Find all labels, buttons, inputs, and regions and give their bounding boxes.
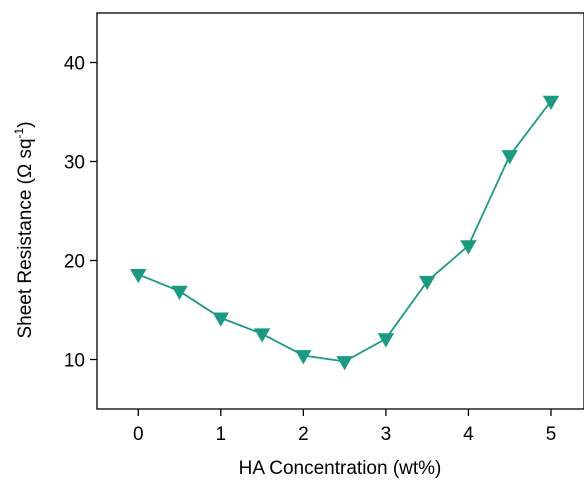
x-tick-label: 4: [463, 424, 474, 445]
data-point-marker: [542, 95, 560, 110]
x-tick-label: 5: [546, 424, 557, 445]
data-point-marker: [130, 268, 147, 284]
y-tick-label: 40: [64, 54, 85, 75]
y-axis: 10 20 30 40: [64, 54, 97, 372]
x-axis-title: HA Concentration (wt%): [239, 458, 442, 479]
data-point-marker: [212, 312, 230, 327]
y-tick-label: 30: [64, 153, 85, 174]
data-point-marker: [501, 150, 518, 165]
data-point-marker: [171, 285, 188, 300]
y-axis-title: Sheet Resistance (Ω sq-1): [12, 121, 36, 338]
data-point-marker: [460, 240, 477, 255]
x-tick-label: 1: [216, 424, 227, 445]
series-layer: [130, 95, 560, 371]
x-axis: 0 1 2 3 4 5: [133, 409, 556, 445]
x-tick-label: 0: [133, 424, 144, 445]
data-point-marker: [336, 356, 353, 371]
data-point-marker: [295, 350, 312, 365]
data-point-marker: [377, 333, 395, 348]
x-tick-label: 2: [298, 424, 309, 445]
plot-area: [96, 12, 584, 410]
x-tick-label: 3: [381, 424, 392, 445]
y-tick-label: 20: [64, 252, 85, 273]
plot-frame: [96, 12, 584, 410]
series-line: [137, 100, 552, 363]
y-tick-label: 10: [64, 351, 85, 372]
data-point-marker: [418, 275, 436, 291]
data-point-marker: [253, 328, 271, 343]
